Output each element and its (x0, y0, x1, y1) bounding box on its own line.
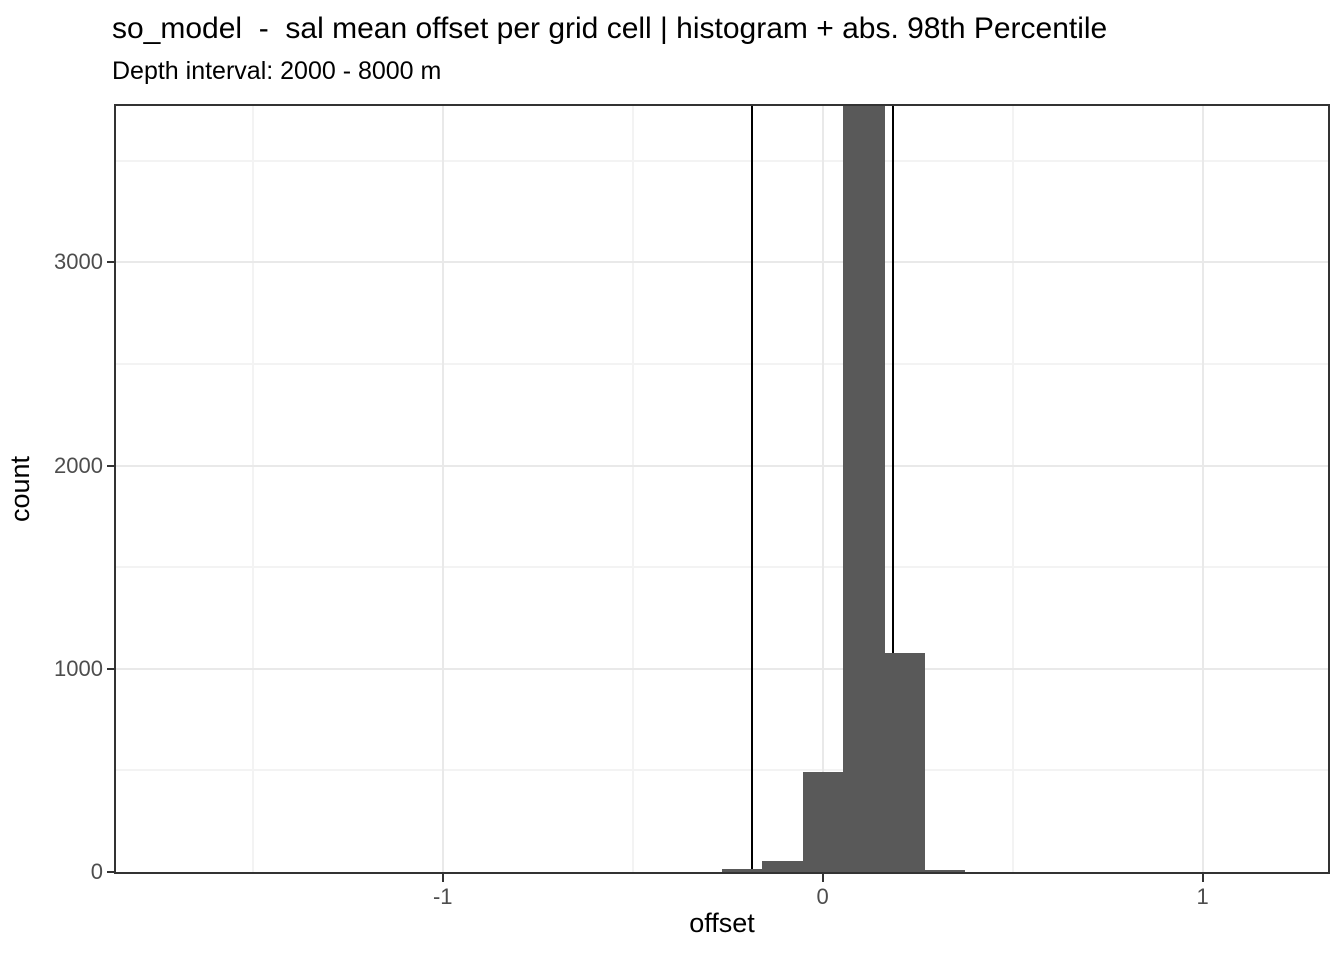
y-major-gridline (116, 261, 1328, 264)
y-minor-gridline (116, 566, 1328, 569)
y-minor-gridline (116, 769, 1328, 772)
y-tick (107, 871, 115, 873)
x-tick-label: -1 (432, 884, 453, 909)
percentile-line (892, 106, 894, 872)
x-major-gridline (821, 106, 824, 872)
chart-title: so_model - sal mean offset per grid cell… (112, 12, 1108, 45)
x-tick (1201, 874, 1204, 882)
y-minor-gridline (116, 159, 1328, 162)
x-minor-gridline (251, 106, 254, 872)
histogram-bar (843, 106, 885, 872)
y-tick-label: 2000 (54, 452, 103, 478)
percentile-line (751, 106, 753, 872)
y-axis-title: count (5, 455, 35, 523)
x-major-gridline (441, 106, 444, 872)
histogram-bar (925, 869, 965, 872)
y-tick-label: 1000 (54, 655, 103, 681)
histogram-bar (885, 652, 925, 872)
x-minor-gridline (1011, 106, 1014, 872)
histogram-bar (722, 868, 762, 872)
chart-subtitle: Depth interval: 2000 - 8000 m (112, 57, 442, 85)
x-tick-label: 1 (1196, 884, 1209, 909)
y-tick (107, 261, 115, 264)
x-tick-label: 0 (816, 884, 829, 909)
y-major-gridline (116, 464, 1328, 467)
y-major-gridline (116, 667, 1328, 670)
histogram-bar (762, 860, 803, 872)
plot-panel (114, 104, 1330, 874)
histogram-bar (803, 772, 843, 872)
x-minor-gridline (631, 106, 634, 872)
x-tick (441, 874, 444, 882)
y-tick (107, 464, 115, 467)
y-tick-label: 3000 (54, 249, 103, 275)
y-tick-label: 0 (90, 859, 103, 884)
x-major-gridline (1201, 106, 1204, 872)
x-tick (821, 874, 824, 882)
y-minor-gridline (116, 363, 1328, 366)
x-axis-title: offset (689, 908, 755, 938)
y-tick (107, 667, 115, 670)
